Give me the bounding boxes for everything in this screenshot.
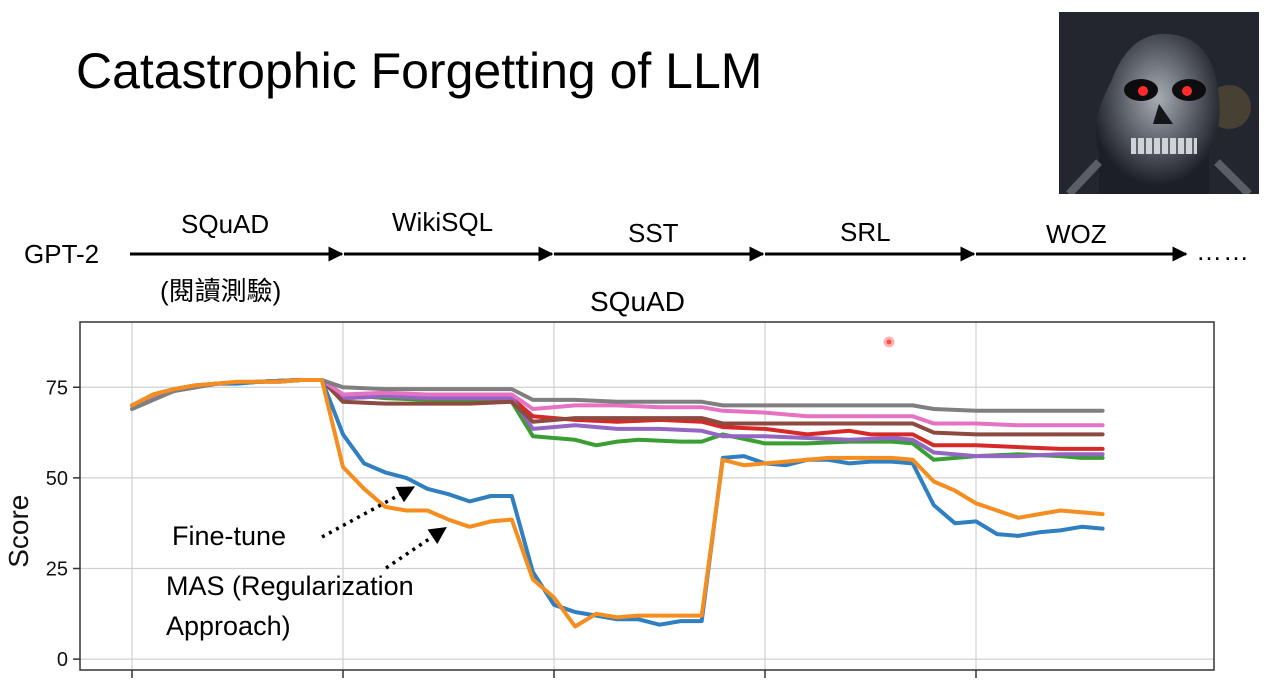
task-label-wikisql: WikiSQL: [392, 207, 494, 237]
annotation-mas-line2: Approach): [166, 611, 291, 641]
chart-title: SQuAD: [590, 286, 685, 317]
task-note-reading-test: (閱讀測驗): [160, 276, 282, 306]
annotation-finetune: Fine-tune: [172, 521, 287, 551]
y-tick-label: 0: [57, 649, 68, 671]
model-label: GPT-2: [24, 239, 100, 269]
y-axis-label: Score: [3, 495, 34, 568]
task-label-srl: SRL: [840, 217, 891, 247]
pipeline-ellipsis: ……: [1196, 236, 1250, 266]
y-tick-label: 75: [46, 377, 68, 399]
series-line-red: [130, 378, 1105, 451]
series-line-mas-regularization-approach: [130, 378, 1105, 629]
task-label-sst: SST: [628, 218, 679, 248]
task-label-woz: WOZ: [1046, 219, 1107, 249]
annotation-mas-line1: MAS (Regularization: [166, 571, 414, 601]
finetune-arrow: [321, 486, 416, 539]
laser-pointer-dot: [883, 336, 895, 348]
task-label-squad: SQuAD: [181, 209, 270, 239]
plot-frame: [79, 321, 1215, 671]
mas-arrow: [385, 527, 447, 570]
y-tick-label: 50: [46, 468, 68, 490]
slide-title: Catastrophic Forgetting of LLM: [76, 43, 763, 99]
y-tick-label: 25: [46, 559, 68, 581]
terminator-robot-image: [1059, 12, 1259, 194]
